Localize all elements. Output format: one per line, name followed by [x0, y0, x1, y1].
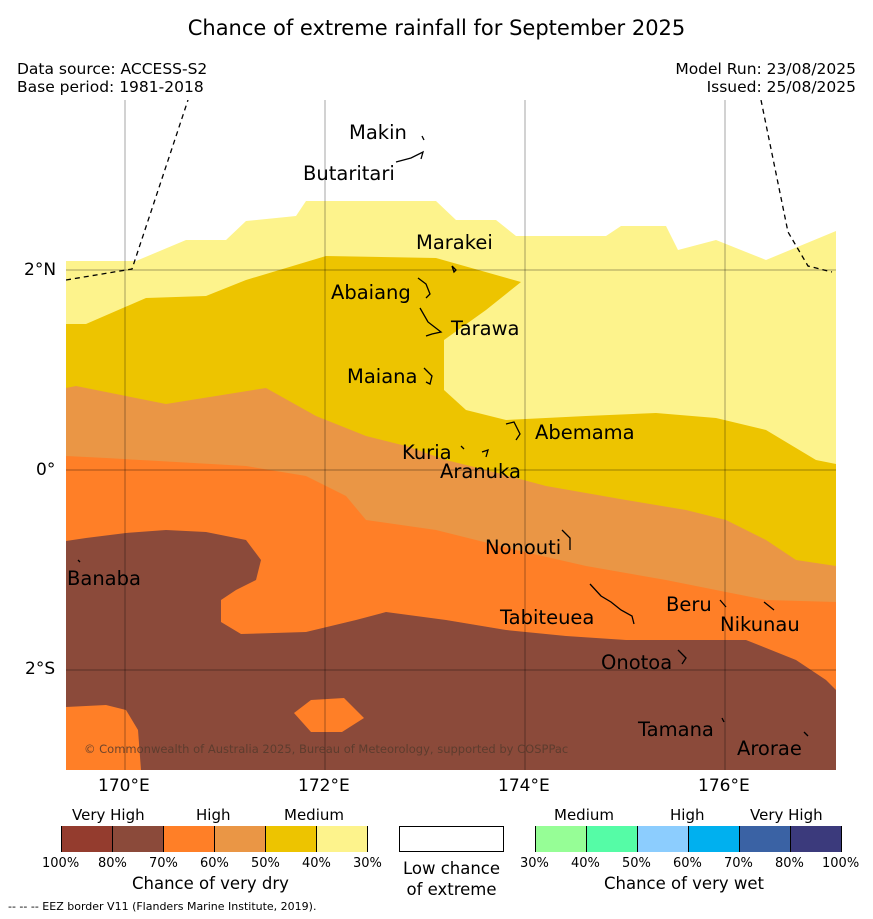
- dry-swatch-80: [113, 826, 164, 852]
- dry-level-medium: Medium: [284, 806, 344, 824]
- island-label-tabiteuea: Tabiteuea: [500, 606, 595, 629]
- island-label-banaba: Banaba: [67, 567, 141, 590]
- lon-label-172e: 172°E: [298, 776, 350, 796]
- dry-pct-60: 60%: [200, 856, 229, 871]
- lat-label-2s: 2°S: [25, 659, 56, 679]
- island-shape-butaritari: [395, 150, 425, 163]
- dry-swatch-70: [164, 826, 215, 852]
- dry-70-patch-central: [294, 698, 364, 732]
- wet-swatch-70: [740, 826, 791, 852]
- dry-level-very-high: Very High: [72, 806, 145, 824]
- island-shape-aranuka: [481, 448, 489, 458]
- dry-pct-30: 30%: [353, 856, 382, 871]
- dry-pct-50: 50%: [251, 856, 280, 871]
- base-period-label: Base period: 1981-2018: [17, 78, 204, 96]
- island-shape-marakei: [451, 265, 457, 274]
- island-shape-tarawa: [419, 307, 443, 337]
- lat-label-0: 0°: [36, 460, 56, 480]
- dry-70-patch-southwest: [66, 705, 141, 770]
- island-label-abaiang: Abaiang: [331, 281, 411, 304]
- island-shape-tamana: [721, 717, 725, 723]
- lon-label-176e: 176°E: [698, 776, 750, 796]
- wet-pct-80: 80%: [775, 856, 804, 871]
- island-label-nonouti: Nonouti: [485, 536, 562, 559]
- dry-pct-100: 100%: [42, 856, 80, 871]
- island-label-onotoa: Onotoa: [601, 651, 673, 674]
- wet-swatch-30: [536, 826, 587, 852]
- island-label-beru: Beru: [666, 593, 712, 616]
- eez-border-west: [66, 100, 189, 281]
- island-label-tarawa: Tarawa: [451, 317, 520, 340]
- dry-pct-70: 70%: [149, 856, 178, 871]
- wet-level-high: High: [670, 806, 705, 824]
- copyright-notice: © Commonwealth of Australia 2025, Bureau…: [84, 742, 569, 756]
- island-label-kuria: Kuria: [402, 441, 452, 464]
- eez-border-east: [760, 100, 833, 273]
- island-shape-abaiang: [417, 277, 431, 299]
- island-shape-tabiteuea: [589, 583, 635, 625]
- wet-level-medium: Medium: [554, 806, 614, 824]
- island-label-marakei: Marakei: [416, 231, 493, 254]
- data-source-label: Data source: ACCESS-S2: [17, 60, 208, 78]
- wet-pct-50: 50%: [622, 856, 651, 871]
- island-label-arorae: Arorae: [737, 737, 802, 760]
- lat-label-2n: 2°N: [24, 260, 57, 280]
- wet-swatch-50: [638, 826, 689, 852]
- dry-pct-80: 80%: [98, 856, 127, 871]
- island-shape-maiana: [423, 367, 433, 385]
- wet-swatch-40: [587, 826, 638, 852]
- dry-pct-40: 40%: [302, 856, 331, 871]
- island-shape-onotoa: [677, 649, 687, 665]
- wet-swatch-80: [791, 826, 841, 852]
- island-label-butaritari: Butaritari: [303, 162, 395, 185]
- wet-pct-70: 70%: [724, 856, 753, 871]
- island-shape-kuria: [460, 445, 465, 450]
- dry-swatch-100: [62, 826, 113, 852]
- wet-pct-60: 60%: [673, 856, 702, 871]
- dry-swatch-50: [266, 826, 317, 852]
- wet-level-very-high: Very High: [750, 806, 823, 824]
- lon-label-170e: 170°E: [98, 776, 150, 796]
- issued-label: Issued: 25/08/2025: [706, 78, 856, 96]
- island-shape-nonouti: [561, 529, 571, 550]
- island-label-nikunau: Nikunau: [720, 613, 800, 636]
- island-shape-abemama: [505, 421, 521, 441]
- dry-80-zone: [66, 530, 836, 770]
- map-title: Chance of extreme rainfall for September…: [187, 16, 686, 40]
- lon-label-174e: 174°E: [498, 776, 550, 796]
- island-shape-makin: [421, 135, 425, 141]
- dry-level-high: High: [196, 806, 231, 824]
- island-label-makin: Makin: [349, 121, 407, 144]
- wet-pct-100: 100%: [822, 856, 860, 871]
- low-chance-swatch: [399, 826, 504, 852]
- wet-swatch-60: [689, 826, 740, 852]
- island-shape-nikunau: [763, 601, 775, 611]
- island-label-abemama: Abemama: [535, 421, 635, 444]
- low-chance-caption-2: of extreme: [406, 880, 497, 899]
- dry-legend-caption: Chance of very dry: [132, 874, 289, 893]
- eez-border-note: -- -- -- EEZ border V11 (Flanders Marine…: [8, 900, 317, 913]
- wet-pct-30: 30%: [520, 856, 549, 871]
- dry-swatch-40: [317, 826, 367, 852]
- wet-legend-caption: Chance of very wet: [604, 874, 764, 893]
- wet-pct-40: 40%: [571, 856, 600, 871]
- low-chance-caption-1: Low chance: [402, 859, 501, 878]
- island-label-maiana: Maiana: [347, 365, 418, 388]
- island-label-aranuka: Aranuka: [440, 460, 521, 483]
- island-label-tamana: Tamana: [638, 718, 714, 741]
- island-shape-beru: [719, 599, 727, 608]
- model-run-label: Model Run: 23/08/2025: [675, 60, 856, 78]
- dry-swatch-60: [215, 826, 266, 852]
- island-shape-arorae: [803, 731, 809, 737]
- island-shape-banaba: [77, 559, 81, 563]
- rainfall-map: [66, 100, 836, 770]
